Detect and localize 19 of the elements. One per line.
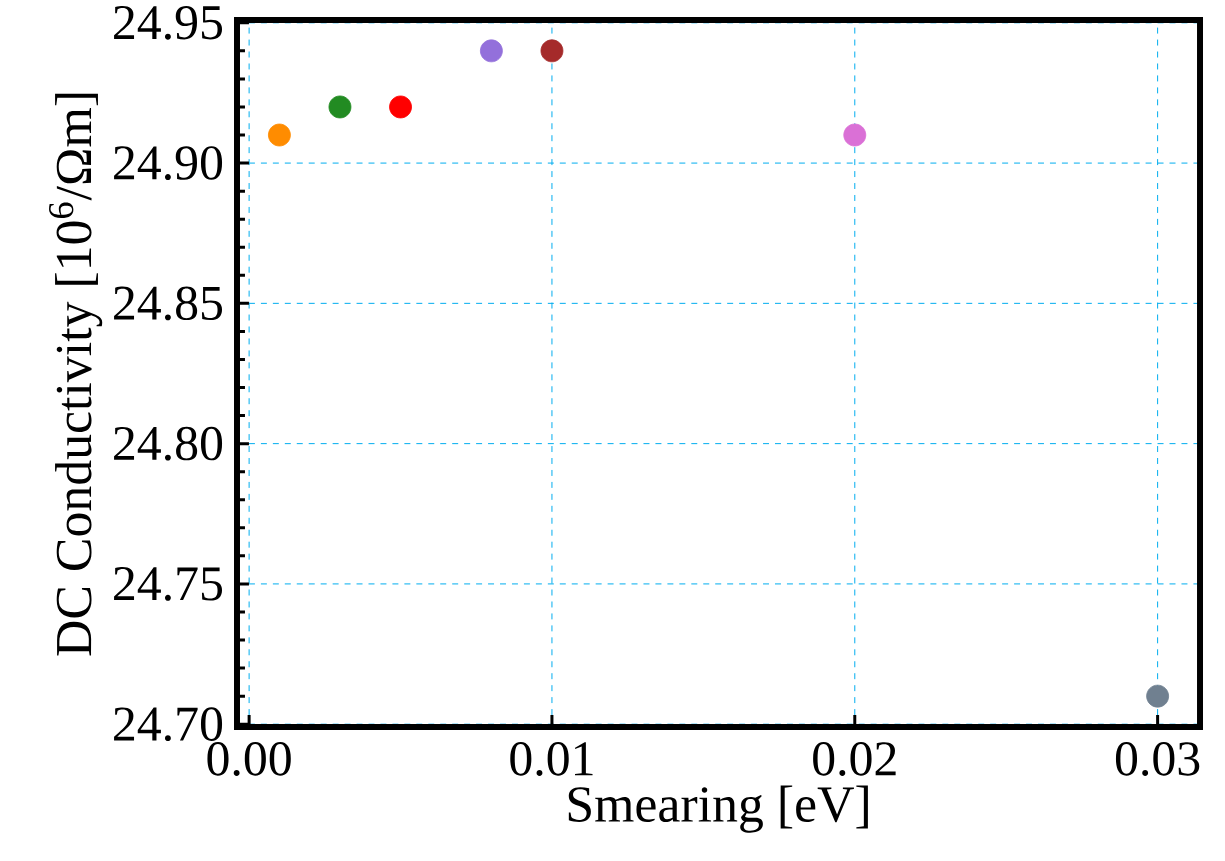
- y-tick-label: 24.95: [114, 5, 223, 40]
- x-tick-label: 0.01: [510, 742, 593, 776]
- point: [540, 39, 564, 63]
- point: [479, 39, 503, 63]
- y-tick-label: 24.80: [114, 426, 223, 461]
- point: [389, 95, 412, 119]
- y-tick-label: 24.90: [114, 146, 223, 180]
- point: [328, 95, 352, 119]
- x-axis-title: Smearing [eV]: [568, 785, 868, 833]
- x-tick-label: 0.02: [813, 742, 896, 776]
- y-tick-label: 24.70: [114, 707, 223, 742]
- y-tick-label: 24.85: [114, 286, 223, 321]
- y-axis-title: DC Conductivity [10$^{6}$/Ωm]: [49, 93, 103, 656]
- y-tick-label: 24.75: [114, 567, 223, 601]
- point: [1146, 684, 1170, 708]
- x-tick-label: 0.00: [207, 742, 291, 776]
- point: [843, 123, 867, 147]
- x-tick-label: 0.03: [1115, 742, 1200, 776]
- point: [268, 123, 291, 147]
